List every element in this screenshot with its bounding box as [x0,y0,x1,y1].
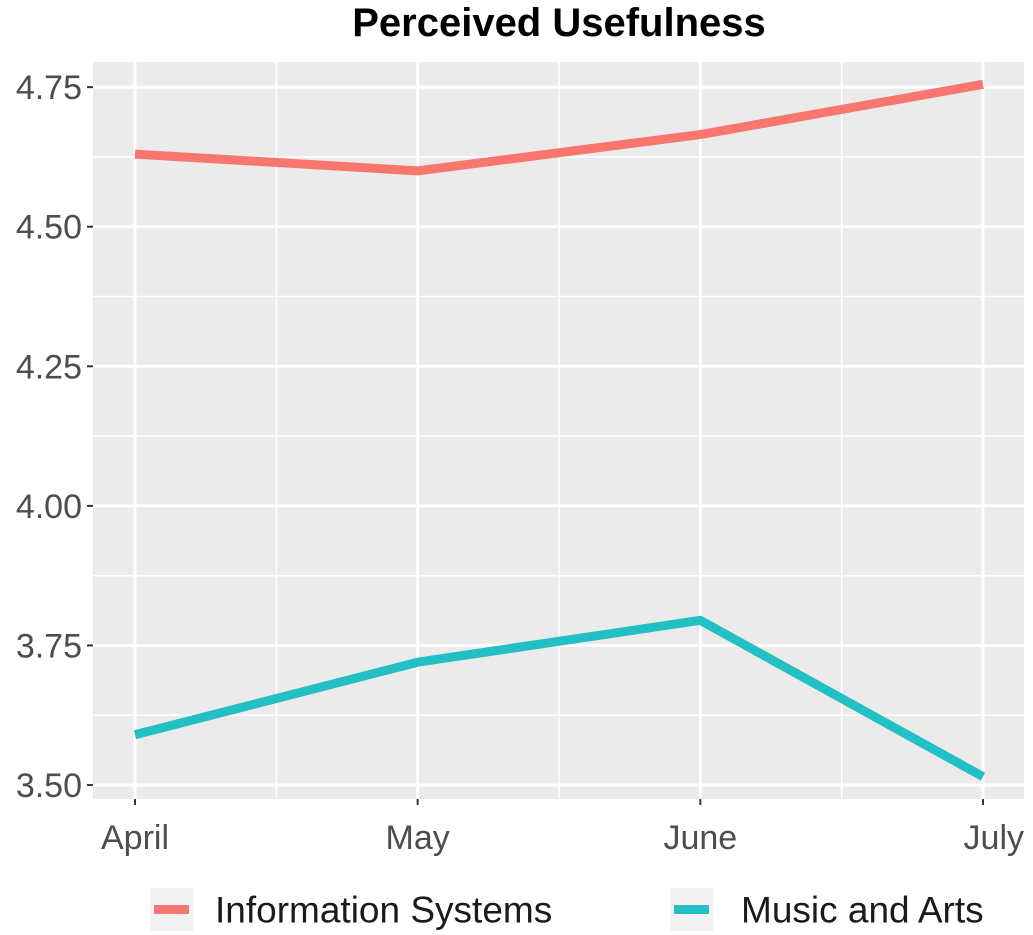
x-tick-label: April [101,819,169,857]
y-tick-label: 3.50 [16,767,82,805]
series-line-0 [134,79,984,176]
y-tick-label: 3.75 [16,627,82,665]
legend-label: Information Systems [215,890,552,931]
y-tick-label: 4.25 [16,348,82,386]
series-line-1 [133,615,986,781]
x-tick-label: July [964,819,1024,857]
y-tick-label: 4.50 [16,209,82,247]
x-tick-label: June [663,819,737,857]
series-lines [133,79,986,781]
x-tick-label: May [386,819,450,857]
y-tick-label: 4.75 [16,69,82,107]
minor-gridlines [93,62,1024,799]
chart-title: Perceived Usefulness [352,1,766,45]
y-axis: 3.50 3.75 4.00 4.25 4.50 4.75 [16,69,93,805]
x-axis: April May June July [101,799,1024,857]
legend: Information Systems Music and Arts [150,888,984,931]
legend-label: Music and Arts [741,890,984,931]
y-tick-label: 4.00 [16,488,82,526]
